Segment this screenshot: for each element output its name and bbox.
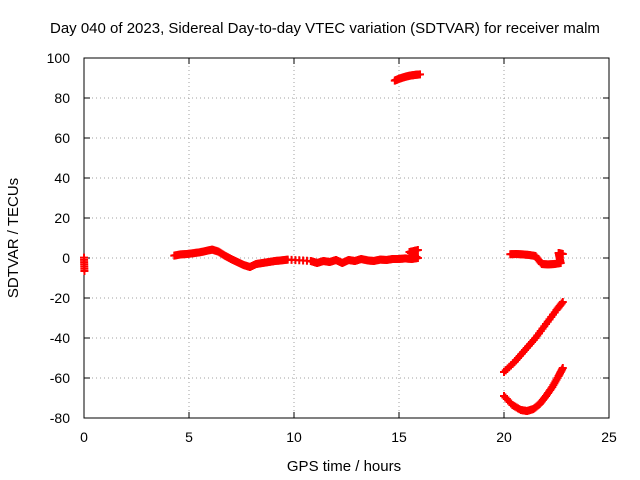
x-tick-label: 25 [601,429,617,445]
y-tick-label: -60 [50,370,70,386]
y-tick-label: -40 [50,330,70,346]
y-tick-label: 80 [54,90,70,106]
series-near-zero-early [80,253,89,275]
data-points [80,70,567,415]
y-tick-label: 40 [54,170,70,186]
y-tick-label: 0 [62,250,70,266]
data-point [557,299,566,308]
data-point [558,250,567,258]
x-tick-labels: 0 5 10 15 20 25 [80,429,617,445]
x-tick-label: 10 [286,429,302,445]
y-tick-labels: 100 80 60 40 20 0 -20 -40 -60 -80 [47,50,71,426]
data-point [558,298,567,306]
x-tick-label: 0 [80,429,88,445]
x-axis-label: GPS time / hours [287,458,401,475]
y-tick-label: -20 [50,290,70,306]
y-tick-label: 60 [54,130,70,146]
x-tick-label: 20 [496,429,512,445]
y-tick-label: -80 [50,410,70,426]
y-tick-label: 100 [47,50,71,66]
plot-frame [83,57,610,419]
grid-lines [83,57,610,419]
chart-title: Day 040 of 2023, Sidereal Day-to-day VTE… [50,20,600,37]
series-late-near-zero [506,249,567,269]
x-tick-label: 15 [391,429,407,445]
series-descending-line [500,298,567,376]
data-point [413,246,422,254]
series-near-zero-main [170,245,422,271]
y-axis-label: SDTVAR / TECUs [5,178,22,298]
data-point [416,70,424,79]
x-tick-label: 5 [185,429,193,445]
data-point [80,267,89,275]
series-bowl [500,364,567,415]
y-tick-label: 20 [54,210,70,226]
series-high-arc [390,70,424,85]
data-point [558,364,567,372]
